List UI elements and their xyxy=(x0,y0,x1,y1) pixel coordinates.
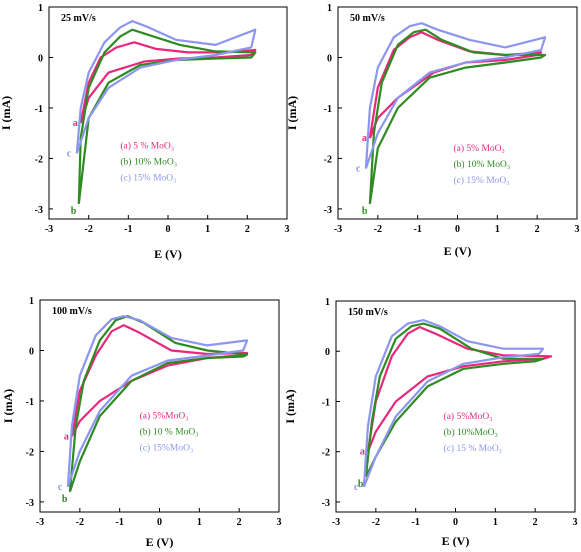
x-tick-label: -1 xyxy=(124,224,132,235)
cv-curve-c xyxy=(364,22,547,169)
cv-curve-c xyxy=(66,315,249,488)
curve-label-b: b xyxy=(71,206,77,217)
curve-label-c: c xyxy=(354,482,359,493)
x-tick-label: 2 xyxy=(245,224,250,235)
cv-curve-b xyxy=(68,315,249,493)
y-tick-label: 1 xyxy=(29,296,34,307)
x-tick-label: -1 xyxy=(411,517,419,528)
cv-curve-b xyxy=(368,28,547,205)
y-axis-label: I (mA) xyxy=(0,96,13,130)
x-tick-label: 0 xyxy=(157,517,162,528)
x-tick-label: 3 xyxy=(285,224,290,235)
y-tick-label: 1 xyxy=(38,3,43,14)
x-tick-label: -1 xyxy=(115,517,123,528)
y-tick-label: 0 xyxy=(325,347,330,358)
y-axis-label: I (mA) xyxy=(1,389,15,423)
y-tick-label: 0 xyxy=(38,53,43,64)
cv-panel-1: -3 -2 -1 0 1 2 3 1 0 -1 -2 -3 I (mA) E (V) 25 mV/s a b c (… xyxy=(0,3,290,261)
cv-curve-c xyxy=(362,319,545,488)
x-tick-label: 1 xyxy=(495,224,500,235)
x-tick-label: 0 xyxy=(166,224,171,235)
x-tick-label: 3 xyxy=(277,517,282,528)
legend-entry: (c) 15 % MoO₃ xyxy=(444,443,502,454)
legend-entry: (b) 10%MoO₃ xyxy=(444,427,498,438)
x-tick-label: 0 xyxy=(453,517,458,528)
curve-label-b: b xyxy=(358,479,364,490)
cv-panel-3: -3 -2 -1 0 1 2 3 1 0 -1 -2 -3 I (mA) E (V) 100 mV/s a bc… xyxy=(1,296,282,549)
legend-entry: (a) 5 % MoO₃ xyxy=(120,140,174,151)
x-tick-label: -1 xyxy=(413,224,421,235)
cv-curve-c xyxy=(75,20,257,154)
x-tick-label: -3 xyxy=(334,224,342,235)
scan-rate-label: 100 mV/s xyxy=(52,306,92,317)
curve-label-c: c xyxy=(67,148,72,159)
legend-entry: (b) 10% MoO₃ xyxy=(120,156,177,167)
curve-label-c: c xyxy=(356,164,361,175)
curve-label-b: b xyxy=(62,494,68,505)
legend-entry: (a) 5%MoO₃ xyxy=(140,411,189,422)
curve-label-b: b xyxy=(362,206,368,217)
x-tick-label: -2 xyxy=(374,224,382,235)
y-axis-label: I (mA) xyxy=(285,96,299,130)
x-axis-label: E (V) xyxy=(442,534,470,548)
y-tick-label: -2 xyxy=(35,154,43,165)
x-axis-label: E (V) xyxy=(146,535,174,549)
legend-entry: (a) 5%MoO₃ xyxy=(444,411,493,422)
x-axis-label: E (V) xyxy=(444,244,472,258)
x-tick-label: -2 xyxy=(372,517,380,528)
y-tick-label: 1 xyxy=(325,297,330,308)
curve-label-a: a xyxy=(73,118,78,129)
y-tick-label: 0 xyxy=(29,346,34,357)
scan-rate-label: 25 mV/s xyxy=(61,13,96,24)
scan-rate-label: 150 mV/s xyxy=(348,307,388,318)
y-axis-label: I (mA) xyxy=(283,389,297,423)
x-tick-label: 3 xyxy=(573,517,578,528)
x-tick-label: 1 xyxy=(205,224,210,235)
x-tick-label: -3 xyxy=(332,517,340,528)
y-tick-label: -1 xyxy=(35,104,43,115)
y-tick-label: -2 xyxy=(322,448,330,459)
curve-label-a: a xyxy=(362,133,367,144)
legend-entry: (b) 10 % MoO₃ xyxy=(140,427,199,438)
y-tick-label: -2 xyxy=(26,447,34,458)
x-tick-label: 2 xyxy=(535,224,540,235)
scan-rate-label: 50 mV/s xyxy=(350,13,385,24)
y-tick-label: -1 xyxy=(26,397,34,408)
x-tick-label: 0 xyxy=(455,224,460,235)
y-tick-label: -3 xyxy=(26,498,34,509)
x-tick-label: 1 xyxy=(493,517,498,528)
y-tick-label: -3 xyxy=(324,205,332,216)
x-tick-label: -2 xyxy=(84,224,92,235)
y-tick-label: -3 xyxy=(322,498,330,509)
y-tick-label: -3 xyxy=(35,205,43,216)
y-tick-label: -1 xyxy=(324,104,332,115)
legend-entry: (c) 15% MoO₃ xyxy=(120,172,176,183)
x-tick-label: -3 xyxy=(36,517,44,528)
legend-entry: (c) 15% MoO₃ xyxy=(454,175,510,186)
x-tick-label: -3 xyxy=(45,224,53,235)
y-tick-label: 0 xyxy=(327,53,332,64)
curve-label-c: c xyxy=(58,482,63,493)
x-tick-label: 2 xyxy=(237,517,242,528)
x-tick-label: 3 xyxy=(575,224,580,235)
cv-panel-4: -3 -2 -1 0 1 2 3 1 0 -1 -2 -3 I (mA) E (V) 150 mV/s a bc… xyxy=(283,297,578,548)
curve-label-a: a xyxy=(64,431,69,442)
cv-curve-b xyxy=(364,322,545,478)
cv-panel-2: -3 -2 -1 0 1 2 3 1 0 -1 -2 -3 I (mA) E (V) 50 mV/s a b c (… xyxy=(285,3,580,258)
x-tick-label: 1 xyxy=(197,517,202,528)
x-tick-label: -2 xyxy=(76,517,84,528)
y-tick-label: -2 xyxy=(324,154,332,165)
cv-curve-a xyxy=(79,41,257,124)
legend-entry: (b) 10% MoO₃ xyxy=(454,159,511,170)
legend-entry: (a) 5% MoO₃ xyxy=(454,143,505,154)
cv-curve-b xyxy=(77,28,257,205)
x-tick-label: 2 xyxy=(533,517,538,528)
x-axis-label: E (V) xyxy=(154,247,182,261)
curve-label-a: a xyxy=(360,447,365,458)
legend-entry: (c) 15%MoO₃ xyxy=(140,443,194,454)
y-tick-label: 1 xyxy=(327,3,332,14)
y-tick-label: -1 xyxy=(322,397,330,408)
